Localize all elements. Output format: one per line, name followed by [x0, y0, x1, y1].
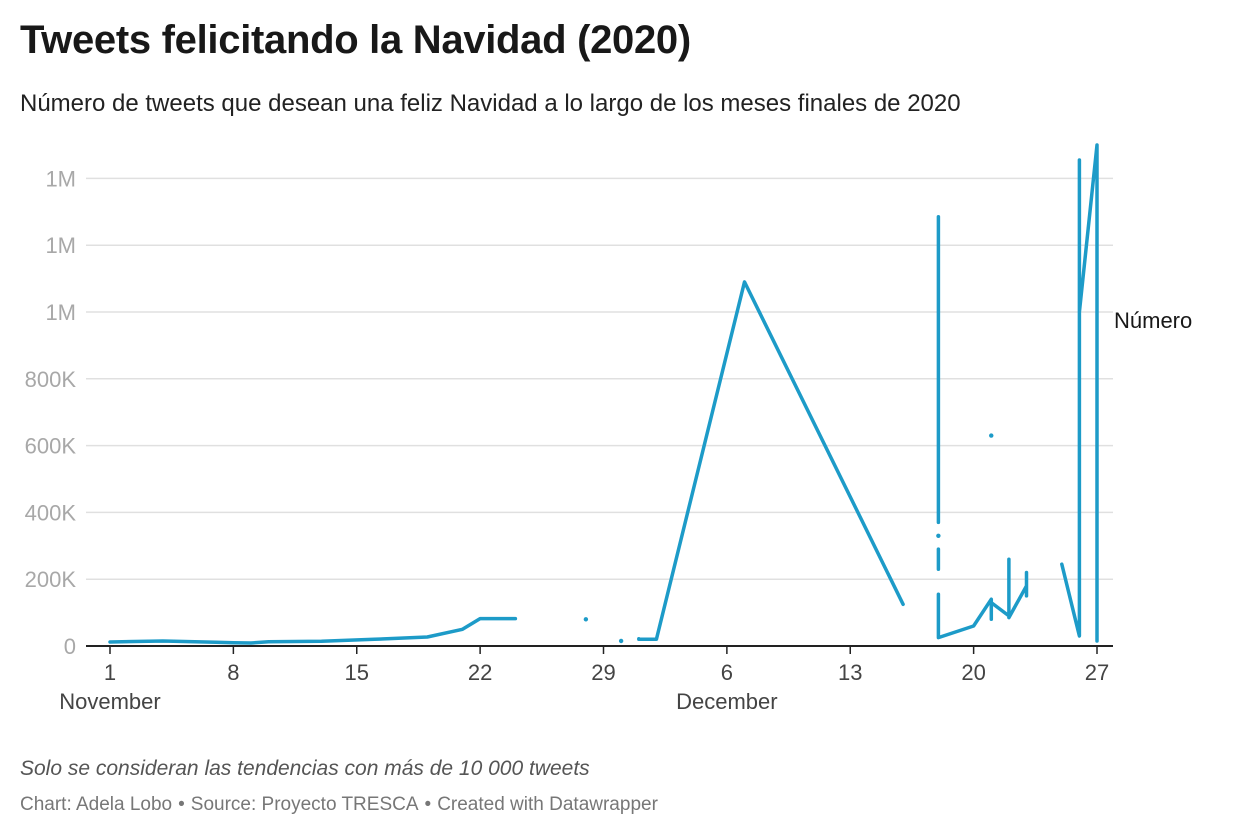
series-line: [110, 619, 515, 643]
data-point: [584, 617, 588, 621]
credit-tool: Created with Datawrapper: [437, 794, 658, 815]
x-month-label: December: [676, 689, 777, 714]
x-tick-label: 8: [227, 660, 239, 685]
y-tick-label: 400K: [25, 500, 77, 525]
credit-chart: Chart: Adela Lobo: [20, 794, 172, 815]
x-tick-label: 1: [104, 660, 116, 685]
chart-note: Solo se consideran las tendencias con má…: [20, 757, 590, 781]
credit-separator: •: [178, 794, 185, 815]
x-month-label: November: [59, 689, 160, 714]
y-tick-label: 800K: [25, 367, 77, 392]
series-line: [639, 282, 903, 639]
chart-credits: Chart: Adela Lobo • Source: Proyecto TRESC…: [20, 794, 658, 816]
credit-separator: •: [425, 794, 432, 815]
y-tick-label: 1M: [45, 300, 76, 325]
series-label: Número: [1114, 308, 1192, 333]
series-line: [1062, 145, 1097, 641]
credit-source: Source: Proyecto TRESCA: [191, 794, 419, 815]
y-tick-label: 600K: [25, 434, 77, 459]
y-tick-label: 1M: [45, 233, 76, 258]
data-point: [989, 433, 993, 437]
x-tick-label: 29: [591, 660, 615, 685]
x-tick-label: 27: [1085, 660, 1109, 685]
line-chart: 0 200K 400K 600K 800K 1M 1M 1M 1 8 15 22 29 6 13 20 27 No…: [0, 0, 1240, 740]
x-tick-label: 22: [468, 660, 492, 685]
x-tick-label: 20: [961, 660, 985, 685]
series-line: [938, 559, 1009, 637]
y-tick-label: 200K: [25, 567, 77, 592]
x-tick-label: 13: [838, 660, 862, 685]
x-tick-label: 6: [721, 660, 733, 685]
y-tick-label: 1M: [45, 166, 76, 191]
x-tick-label: 15: [345, 660, 369, 685]
y-tick-label: 0: [64, 634, 76, 659]
data-point: [619, 639, 623, 643]
data-point: [936, 534, 940, 538]
